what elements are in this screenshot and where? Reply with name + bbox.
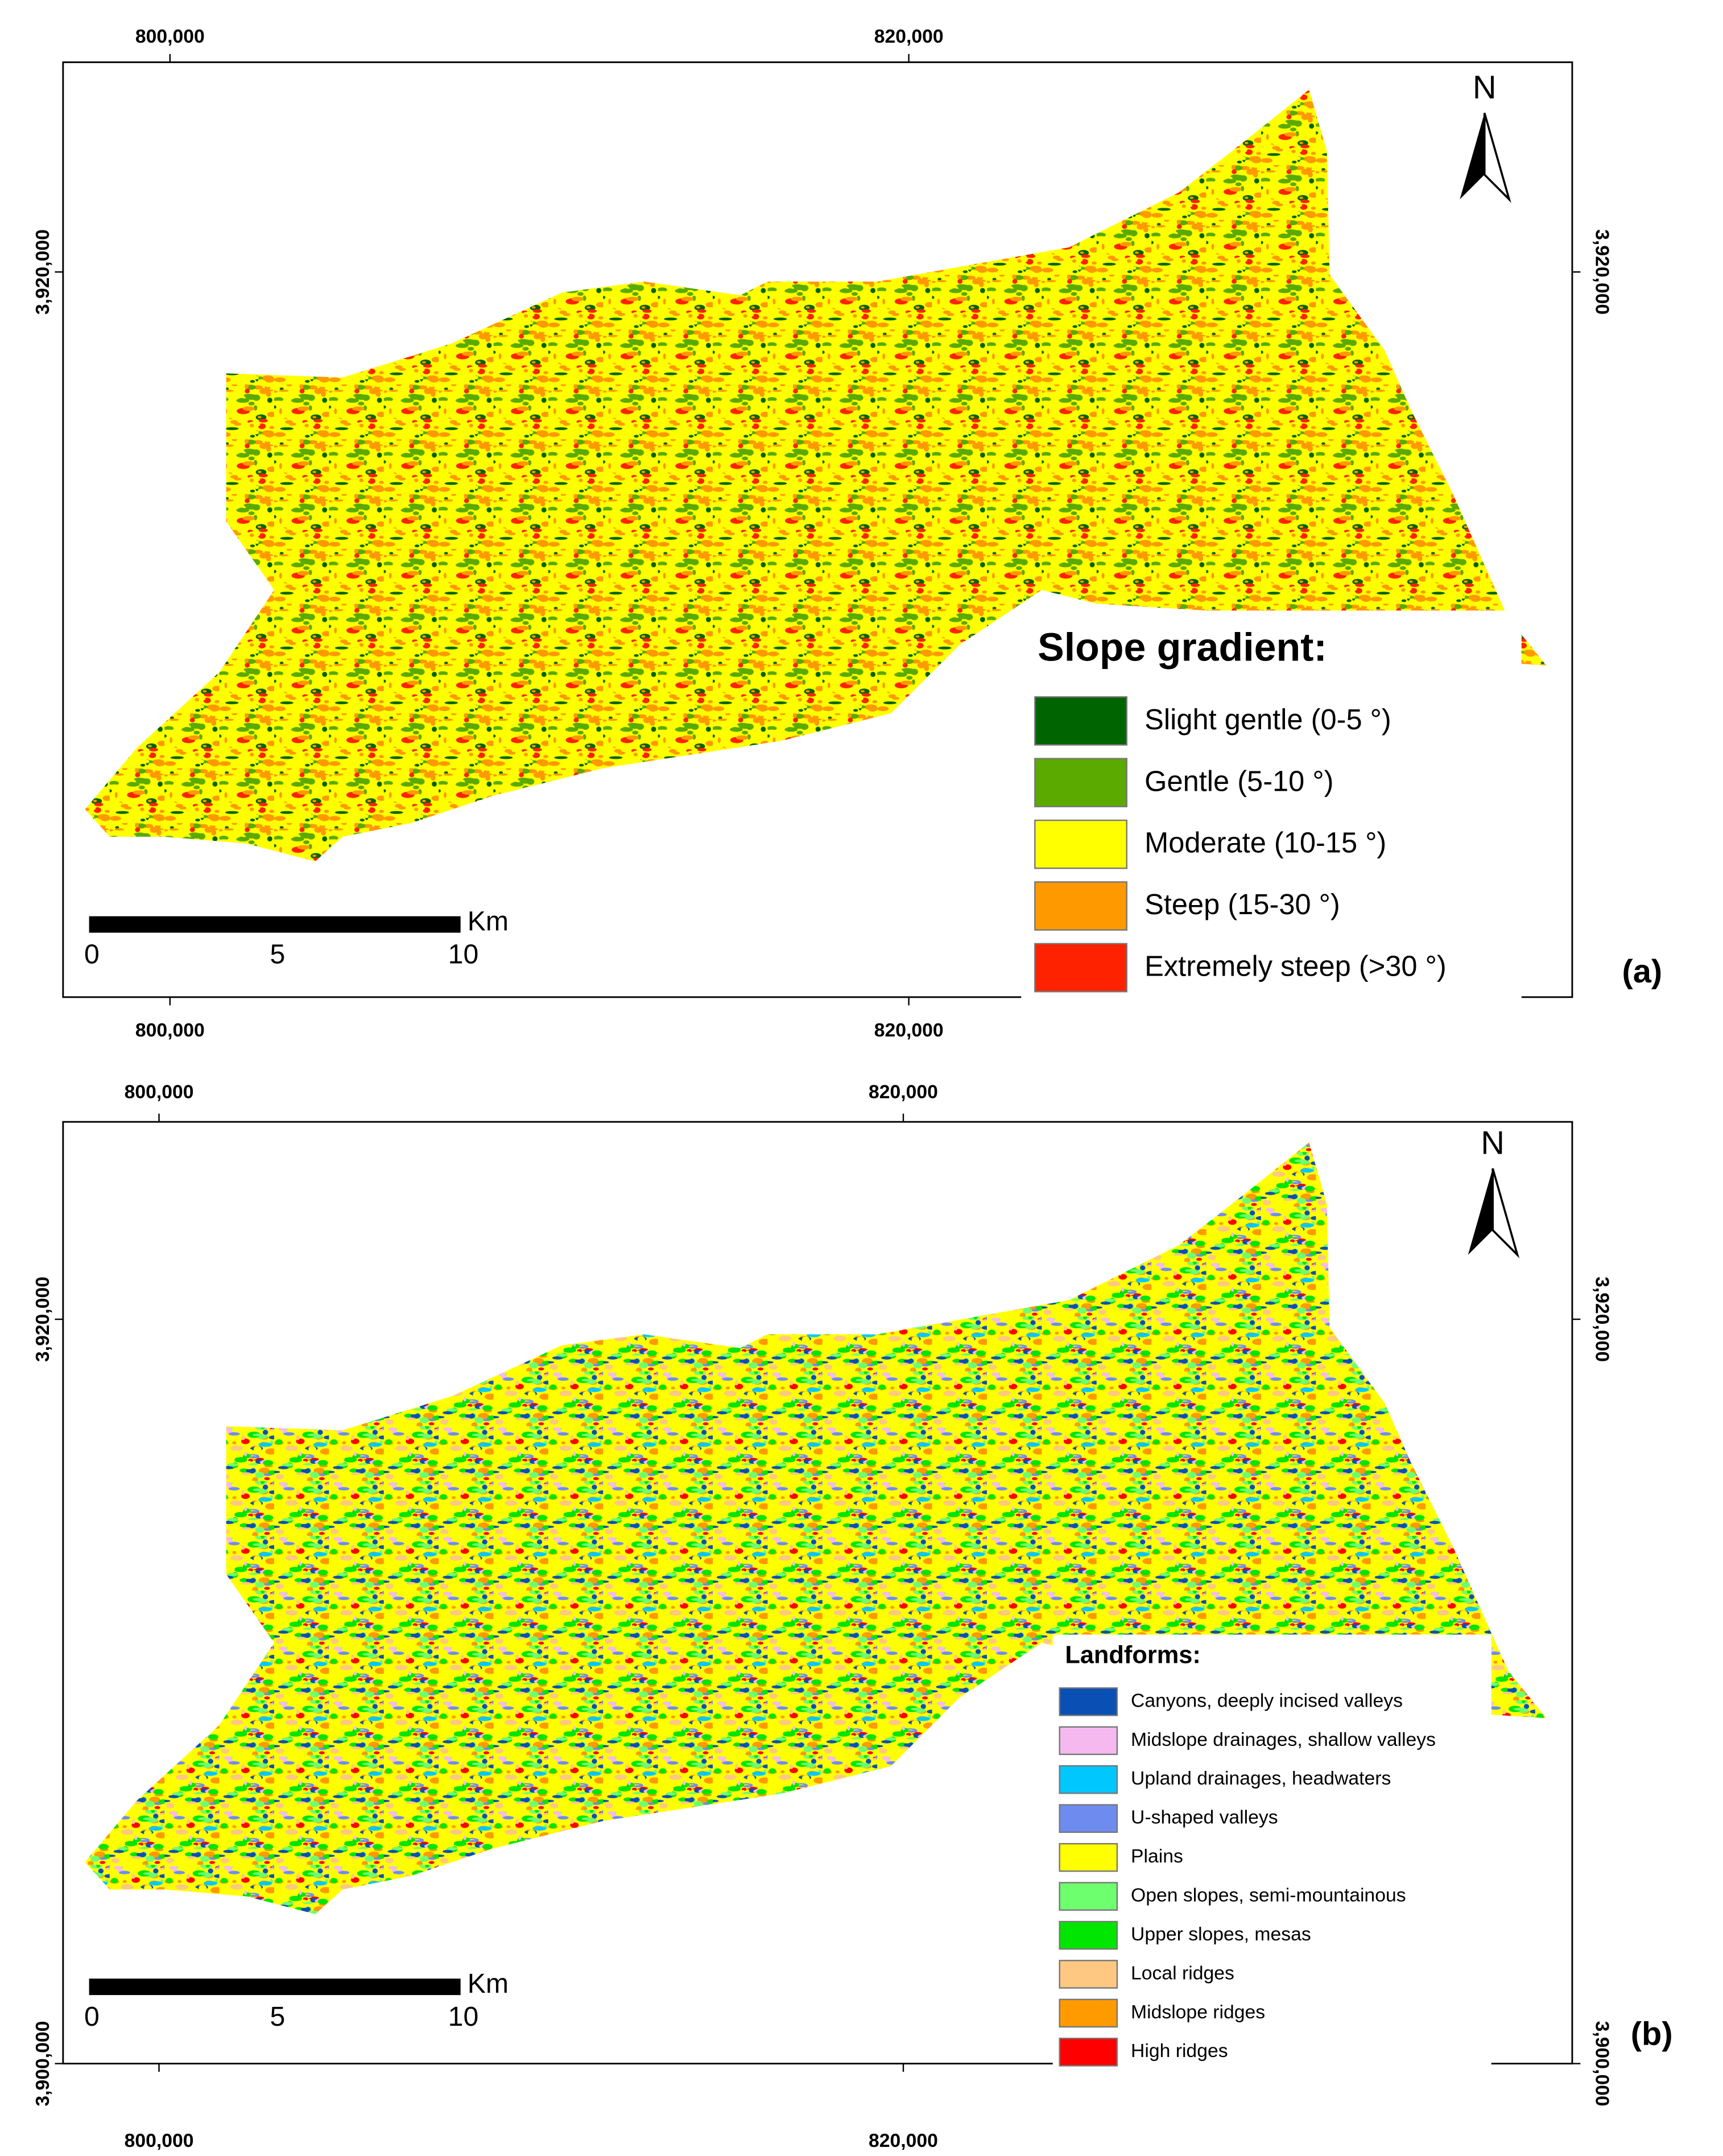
legend-label: Gentle (5-10 °)	[1144, 765, 1333, 797]
legend-swatch	[1034, 758, 1127, 808]
legend-swatch	[1034, 819, 1127, 869]
legend-swatch	[1059, 1998, 1118, 2028]
legend-swatch	[1059, 2038, 1118, 2067]
north-arrow	[1491, 1168, 1520, 1259]
x-tick-label: 800,000	[135, 1019, 205, 1041]
legend-label: Midslope drainages, shallow valleys	[1131, 1729, 1436, 1750]
scale-label: 0	[84, 939, 100, 969]
x-tick-label: 820,000	[874, 26, 944, 47]
legend-swatch	[1059, 1843, 1118, 1872]
legend-title: Slope gradient:	[1038, 625, 1327, 670]
legend-label: Open slopes, semi-mountainous	[1131, 1885, 1406, 1906]
legend-label: High ridges	[1131, 2040, 1228, 2062]
map-frame	[62, 61, 1573, 998]
legend-label: Upper slopes, mesas	[1131, 1923, 1311, 1945]
legend-label: Extremely steep (>30 °)	[1144, 950, 1447, 982]
map-frame	[62, 1121, 1573, 2065]
map-panel: 800,000 800,000 820,000 820,000 3,920,000 3,9…	[32, 26, 1662, 1041]
study-area	[85, 1142, 1547, 1914]
y-tick-label: 3,920,000	[1592, 229, 1613, 315]
legend-label: Slight gentle (0-5 °)	[1144, 703, 1391, 736]
scale-bar	[89, 916, 461, 933]
legend-swatch	[1059, 1882, 1118, 1911]
legend-swatch	[1034, 696, 1127, 746]
scale-bar	[89, 1979, 461, 1996]
y-tick-label: 3,900,000	[1592, 2021, 1613, 2107]
north-label: N	[1473, 69, 1497, 106]
legend-label: Steep (15-30 °)	[1144, 888, 1340, 920]
y-tick-label: 3,920,000	[32, 229, 53, 315]
y-tick-label: 3,920,000	[1592, 1277, 1613, 1362]
x-tick-label: 800,000	[125, 2130, 194, 2151]
scale-label: 5	[270, 939, 286, 969]
legend-bg	[1052, 1634, 1491, 2071]
legend-swatch	[1059, 1687, 1118, 1716]
panel-label: (b)	[1631, 2016, 1673, 2052]
legend-swatch	[1059, 1920, 1118, 1950]
scale-unit: Km	[468, 906, 509, 936]
map-panel: 800,000 800,000 820,000 820,000 3,920,000 3,9…	[32, 1081, 1673, 2151]
legend-swatch	[1059, 1765, 1118, 1794]
north-arrow	[1460, 113, 1485, 200]
legend-swatch	[1034, 943, 1127, 993]
north-arrow	[1468, 1168, 1493, 1255]
legend-swatch	[1059, 1804, 1118, 1833]
x-tick-label: 800,000	[125, 1081, 194, 1102]
scale-unit: Km	[468, 1968, 509, 1999]
legend-label: Midslope ridges	[1131, 2001, 1265, 2023]
scale-label: 10	[448, 2001, 479, 2032]
x-tick-label: 820,000	[869, 2130, 938, 2151]
x-tick-label: 820,000	[874, 1019, 944, 1041]
north-label: N	[1481, 1125, 1505, 1161]
study-area	[85, 89, 1547, 862]
legend-label: Canyons, deeply incised valleys	[1131, 1690, 1403, 1711]
panel-label: (a)	[1622, 953, 1662, 990]
legend-label: Local ridges	[1131, 1962, 1234, 1984]
scale-label: 5	[270, 2001, 286, 2032]
scale-label: 10	[448, 939, 479, 969]
scale-label: 0	[84, 2001, 100, 2032]
legend-swatch	[1059, 1726, 1118, 1756]
legend-label: Upland drainages, headwaters	[1131, 1767, 1391, 1789]
legend-title: Landforms:	[1065, 1641, 1200, 1668]
x-tick-label: 820,000	[869, 1081, 938, 1102]
y-tick-label: 3,900,000	[32, 2021, 53, 2107]
legend-label: U-shaped valleys	[1131, 1807, 1278, 1828]
legend: Slope gradient: Slight gentle (0-5 °) Gent…	[1021, 610, 1522, 1002]
legend: Landforms: Canyons, deeply incised valley…	[1052, 1634, 1491, 2071]
legend-swatch	[1059, 1960, 1118, 1989]
legend-label: Plains	[1131, 1845, 1183, 1867]
y-tick-label: 3,920,000	[32, 1277, 53, 1362]
north-arrow	[1483, 113, 1511, 203]
x-tick-label: 800,000	[135, 26, 205, 47]
legend-label: Moderate (10-15 °)	[1144, 827, 1386, 859]
legend-swatch	[1034, 881, 1127, 931]
